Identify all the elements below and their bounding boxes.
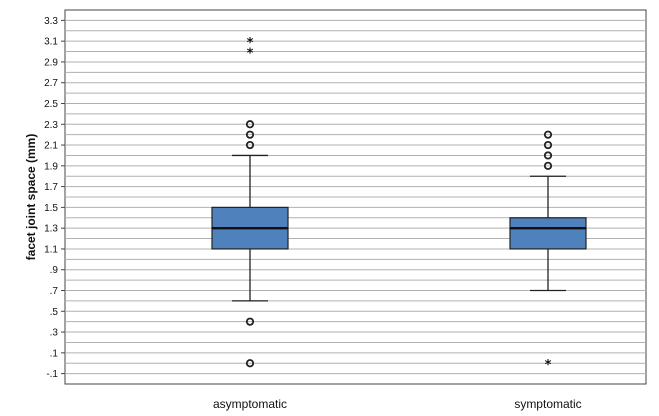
y-tick-label: 3.1 (44, 37, 58, 48)
outlier-point (543, 161, 553, 170)
y-tick-label: 2.9 (44, 57, 58, 68)
outlier-point (245, 130, 255, 139)
y-tick-label: .7 (50, 286, 59, 297)
y-tick-label: 1.3 (44, 224, 58, 235)
y-tick-label: -.1 (46, 369, 58, 380)
iqr-box (509, 217, 587, 250)
outlier-point (543, 140, 553, 150)
y-tick-label: .3 (50, 328, 59, 339)
y-axis-ticks: -.1 .1 .3 .5 .7 .9 1.1 1.3 1.5 1.7 1.9 2.1 2.3 2.5 2.7… (44, 16, 65, 380)
y-tick-label: .9 (50, 265, 59, 276)
extreme-point: * (247, 47, 254, 62)
outlier-point (543, 130, 553, 139)
y-tick-label: 1.5 (44, 203, 58, 214)
box-asymptomatic: ** (211, 36, 289, 368)
outlier-point (245, 120, 255, 129)
y-tick-label: 1.1 (44, 244, 58, 255)
y-axis-title: facet joint space (mm) (24, 134, 38, 261)
y-tick-label: 1.9 (44, 161, 58, 172)
boxes: *** (211, 36, 587, 373)
grid-lines (65, 19, 646, 375)
y-tick-label: .1 (50, 348, 59, 359)
x-axis-labels: asymptomatic symptomatic (213, 397, 582, 411)
extreme-point: * (545, 358, 552, 373)
y-tick-label: 2.5 (44, 99, 58, 110)
y-tick-label: 1.7 (44, 182, 58, 193)
outlier-point (245, 140, 255, 150)
x-category-label: asymptomatic (213, 397, 287, 411)
outlier-point (245, 359, 255, 368)
y-tick-label: 3.3 (44, 16, 58, 27)
y-tick-label: 2.1 (44, 141, 58, 152)
y-tick-label: 2.3 (44, 120, 58, 131)
y-tick-label: .5 (50, 307, 59, 318)
x-category-label: symptomatic (514, 397, 581, 411)
outlier-point (245, 317, 255, 326)
outlier-point (543, 151, 553, 160)
extreme-point: * (247, 36, 254, 51)
y-tick-label: 2.7 (44, 78, 58, 89)
box-symptomatic: * (509, 130, 587, 373)
